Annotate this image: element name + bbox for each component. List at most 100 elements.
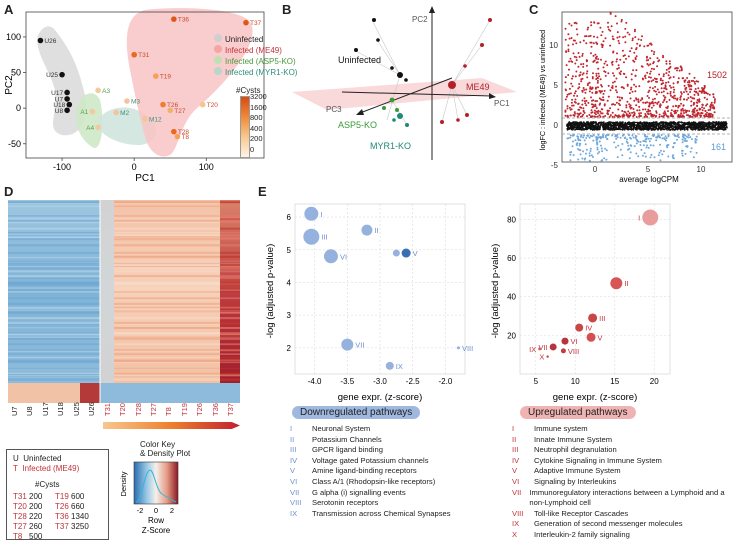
ma-dot-up — [653, 89, 656, 92]
ck-xlabel: Row — [148, 516, 164, 525]
svg-text:5: 5 — [554, 81, 559, 90]
ma-dot-up — [676, 67, 679, 70]
ma-dot-up — [600, 84, 603, 86]
ma-dot-up — [658, 73, 661, 76]
ma-dot-up — [607, 95, 610, 98]
cyst-cell: T8 — [13, 532, 23, 541]
sample-label: T27 — [148, 403, 158, 416]
ma-dot-up — [630, 78, 633, 81]
ma-dot-up — [613, 116, 616, 118]
ma-dot-up — [612, 72, 614, 75]
ma-dot — [631, 124, 634, 127]
ma-dot-up — [678, 104, 681, 107]
ma-dot-down — [566, 137, 569, 140]
ck-xlabel: Z-Score — [142, 526, 171, 535]
heatmap-stripe — [8, 277, 100, 279]
heatmap-stripe — [114, 268, 220, 270]
ma-dot — [710, 127, 713, 130]
up-point-label: VIII — [568, 347, 579, 356]
ma-dot-up — [607, 84, 610, 87]
ma-dot — [711, 125, 714, 128]
ma-dot-up — [573, 92, 576, 95]
ma-dot — [609, 121, 611, 123]
ma-dot-up — [683, 109, 685, 112]
ma-dot-up — [570, 82, 573, 85]
ma-ticks: 0 5 10 10 5 0 -5 — [549, 41, 706, 174]
pathway-row: VIII Toll-like Receptor Cascades — [512, 509, 734, 520]
ma-dot — [636, 122, 639, 125]
ma-dot-up — [650, 43, 653, 46]
ma-dot — [657, 124, 660, 127]
pathway-name: Class A/1 (Rhodopsin-like receptors) — [312, 476, 436, 486]
ma-dot-up — [649, 63, 652, 66]
ma-dot — [620, 123, 623, 126]
ma-dot-up — [596, 100, 598, 102]
ma-dot — [699, 124, 702, 127]
up-count: 1502 — [707, 70, 727, 80]
ma-dot — [717, 127, 720, 130]
heatmap-stripe — [220, 238, 240, 241]
ma-dot-up — [634, 75, 637, 77]
svg-text:-5: -5 — [551, 161, 559, 170]
heatmap-stripe — [220, 360, 240, 363]
ma-dot-up — [611, 63, 614, 66]
heatmap-stripe — [220, 343, 240, 346]
ma-dot-up — [670, 109, 673, 112]
ma-dot-up — [683, 79, 686, 82]
ma-dot-up — [652, 104, 655, 107]
ma-dot-down — [577, 148, 579, 150]
heatmap-stripe — [220, 221, 240, 224]
ma-dot — [645, 128, 648, 131]
heatmap-stripe — [8, 302, 100, 305]
ma-dot-down — [644, 138, 647, 141]
ma-dot-down — [621, 143, 624, 145]
pca-point-label: U17 — [51, 90, 63, 97]
cyst-cell: T27 — [13, 522, 27, 531]
ma-dot — [588, 124, 591, 126]
b-myr1-label: MYR1-KO — [370, 141, 411, 151]
ma-dot-down — [607, 134, 610, 137]
ma-dot-up — [653, 114, 656, 117]
ma-dot — [659, 128, 662, 131]
ma-dot-down — [633, 145, 636, 148]
cyst-cell: T37 — [55, 522, 69, 531]
ma-dot-up — [616, 67, 619, 70]
pca-point — [124, 98, 130, 104]
ma-dot-down — [601, 150, 604, 153]
ma-dot-up — [601, 30, 604, 33]
ma-dot — [604, 126, 607, 128]
ma-dot — [581, 127, 584, 129]
ma-dot-down — [596, 148, 599, 151]
ma-dot — [672, 125, 674, 127]
heatmap-stripe — [220, 372, 240, 374]
up-x-tick: 10 — [571, 377, 580, 386]
ma-dot-up — [640, 112, 642, 115]
ma-dot-up — [583, 88, 586, 91]
ma-dot — [630, 128, 633, 131]
ma-dot-up — [646, 63, 649, 65]
ck-tick: 2 — [170, 506, 174, 515]
ma-dot — [681, 121, 684, 124]
ma-dot-up — [701, 106, 704, 109]
heatmap-stripe — [220, 287, 240, 289]
ma-dot-up — [609, 44, 612, 47]
down-point — [303, 228, 320, 245]
ma-dot-up — [574, 112, 576, 115]
heatmap-stripe — [220, 216, 240, 219]
ma-dot-up — [670, 86, 673, 89]
pathway-row: V Adaptive Immune System — [512, 466, 734, 477]
ma-dot — [722, 125, 725, 127]
ma-dot-down — [694, 140, 697, 143]
ma-dot-down — [596, 143, 599, 146]
ma-dot-up — [678, 115, 680, 118]
ma-dot-up — [610, 25, 613, 28]
ma-dot-up — [599, 110, 602, 113]
ma-dot-up — [650, 106, 653, 109]
pca-legend: Uninfected Infected (ME49) Infected (ASP… — [214, 34, 297, 78]
ma-dot — [683, 125, 686, 127]
ma-dot-up — [575, 28, 578, 31]
ma-dot-up — [697, 87, 700, 90]
ma-dot-up — [686, 114, 688, 117]
ma-dot — [673, 126, 675, 129]
pathway-numeral: V — [512, 466, 518, 476]
